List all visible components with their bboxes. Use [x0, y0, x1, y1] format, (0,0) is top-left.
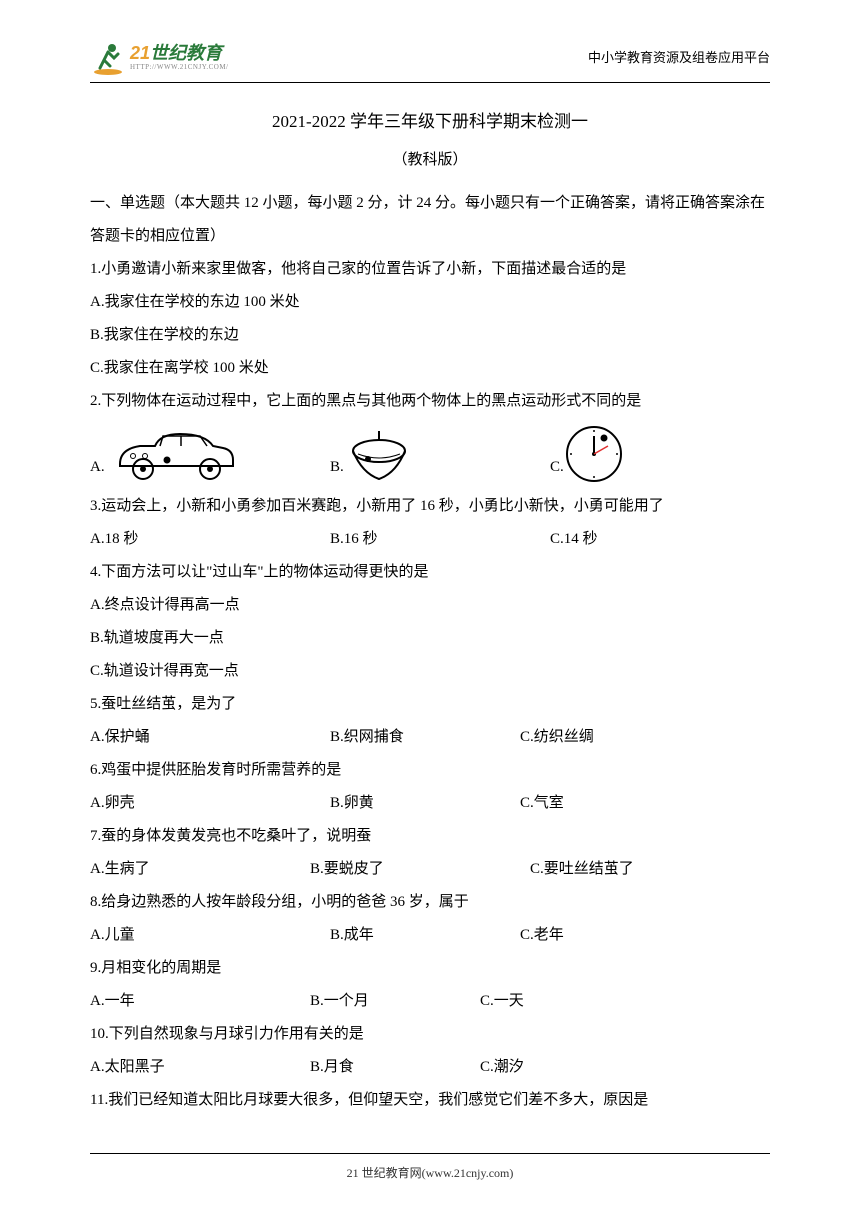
question-1-option-a: A.我家住在学校的东边 100 米处	[90, 286, 770, 319]
question-6-option-b: B.卵黄	[330, 787, 520, 820]
runner-icon	[90, 40, 126, 76]
question-6-option-c: C.气室	[520, 787, 700, 820]
question-11-stem: 11.我们已经知道太阳比月球要大很多，但仰望天空，我们感觉它们差不多大，原因是	[90, 1084, 770, 1117]
page-footer: 21 世纪教育网(www.21cnjy.com)	[90, 1153, 770, 1186]
question-4-stem: 4.下面方法可以让"过山车"上的物体运动得更快的是	[90, 556, 770, 589]
question-1-stem: 1.小勇邀请小新来家里做客，他将自己家的位置告诉了小新，下面描述最合适的是	[90, 253, 770, 286]
page-subtitle: （教科版）	[90, 144, 770, 177]
page-title: 2021-2022 学年三年级下册科学期末检测一	[90, 103, 770, 140]
question-2-stem: 2.下列物体在运动过程中，它上面的黑点与其他两个物体上的黑点运动形式不同的是	[90, 385, 770, 418]
question-9-option-c: C.一天	[480, 985, 524, 1018]
question-9-option-b: B.一个月	[310, 985, 480, 1018]
question-5-option-c: C.纺织丝绸	[520, 721, 700, 754]
logo-prefix: 21	[130, 43, 150, 63]
section-instruction: 一、单选题（本大题共 12 小题，每小题 2 分，计 24 分。每小题只有一个正…	[90, 187, 770, 253]
question-6-option-a: A.卵壳	[90, 787, 330, 820]
question-8-options: A.儿童 B.成年 C.老年	[90, 919, 770, 952]
question-3-option-b: B.16 秒	[330, 523, 550, 556]
question-5-option-b: B.织网捕食	[330, 721, 520, 754]
logo: 21世纪教育 HTTP://WWW.21CNJY.COM/	[90, 40, 229, 76]
logo-url: HTTP://WWW.21CNJY.COM/	[130, 64, 229, 72]
question-3-option-a: A.18 秒	[90, 523, 330, 556]
question-9-stem: 9.月相变化的周期是	[90, 952, 770, 985]
question-7-option-c: C.要吐丝结茧了	[530, 853, 634, 886]
logo-text: 21世纪教育 HTTP://WWW.21CNJY.COM/	[130, 44, 229, 71]
question-9-option-a: A.一年	[90, 985, 310, 1018]
clock-icon	[564, 424, 624, 484]
question-6-stem: 6.鸡蛋中提供胚胎发育时所需营养的是	[90, 754, 770, 787]
question-3-option-c: C.14 秒	[550, 523, 730, 556]
question-3-options: A.18 秒 B.16 秒 C.14 秒	[90, 523, 770, 556]
question-10-stem: 10.下列自然现象与月球引力作用有关的是	[90, 1018, 770, 1051]
question-1-option-c: C.我家住在离学校 100 米处	[90, 352, 770, 385]
question-5-options: A.保护蛹 B.织网捕食 C.纺织丝绸	[90, 721, 770, 754]
question-10-options: A.太阳黑子 B.月食 C.潮汐	[90, 1051, 770, 1084]
question-2-option-b: B.	[330, 429, 550, 484]
car-icon	[105, 424, 240, 484]
question-9-options: A.一年 B.一个月 C.一天	[90, 985, 770, 1018]
question-7-option-b: B.要蜕皮了	[310, 853, 530, 886]
question-7-option-a: A.生病了	[90, 853, 310, 886]
question-8-stem: 8.给身边熟悉的人按年龄段分组，小明的爸爸 36 岁，属于	[90, 886, 770, 919]
question-7-stem: 7.蚕的身体发黄发亮也不吃桑叶了，说明蚕	[90, 820, 770, 853]
question-2-option-c: C.	[550, 424, 624, 484]
question-4-option-b: B.轨道坡度再大一点	[90, 622, 770, 655]
question-7-options: A.生病了 B.要蜕皮了 C.要吐丝结茧了	[90, 853, 770, 886]
logo-main: 世纪教育	[150, 43, 222, 63]
question-10-option-a: A.太阳黑子	[90, 1051, 310, 1084]
spinning-top-icon	[344, 429, 414, 484]
question-1-option-b: B.我家住在学校的东边	[90, 319, 770, 352]
question-3-stem: 3.运动会上，小新和小勇参加百米赛跑，小新用了 16 秒，小勇比小新快，小勇可能…	[90, 490, 770, 523]
question-5-option-a: A.保护蛹	[90, 721, 330, 754]
question-5-stem: 5.蚕吐丝结茧，是为了	[90, 688, 770, 721]
question-8-option-b: B.成年	[330, 919, 520, 952]
page-header: 21世纪教育 HTTP://WWW.21CNJY.COM/ 中小学教育资源及组卷…	[90, 40, 770, 83]
question-2-options: A. B. C.	[90, 424, 770, 484]
question-10-option-b: B.月食	[310, 1051, 480, 1084]
header-subtitle: 中小学教育资源及组卷应用平台	[588, 44, 770, 73]
question-4-option-a: A.终点设计得再高一点	[90, 589, 770, 622]
question-2-option-a: A.	[90, 424, 330, 484]
question-6-options: A.卵壳 B.卵黄 C.气室	[90, 787, 770, 820]
question-8-option-c: C.老年	[520, 919, 700, 952]
question-4-option-c: C.轨道设计得再宽一点	[90, 655, 770, 688]
question-8-option-a: A.儿童	[90, 919, 330, 952]
question-10-option-c: C.潮汐	[480, 1051, 524, 1084]
